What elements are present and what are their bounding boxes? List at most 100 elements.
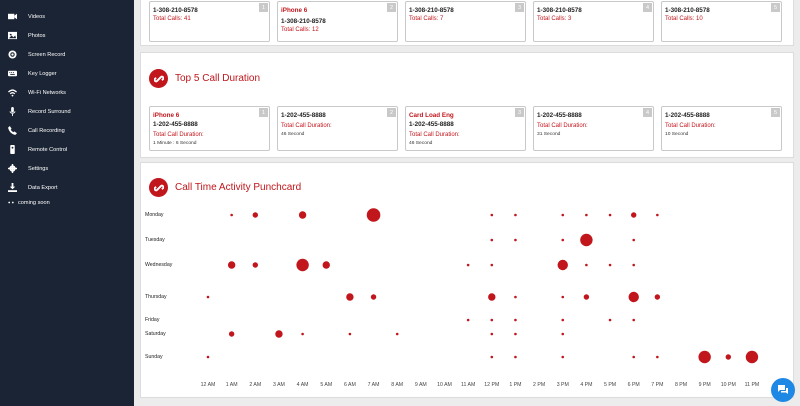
duration-card[interactable]: 2 1-202-455-8888 Total Call Duration: 46… xyxy=(277,106,398,151)
sidebar-item-videos[interactable]: Videos xyxy=(0,7,134,26)
duration-card[interactable]: 5 1-202-455-8888 Total Call Duration: 10… xyxy=(661,106,782,151)
sidebar-item-photos[interactable]: Photos xyxy=(0,26,134,45)
day-label: Monday xyxy=(145,212,164,218)
sidebar-item-data-export[interactable]: Data Export xyxy=(0,178,134,197)
card-line1: iPhone 6 xyxy=(281,7,308,14)
hour-label: 7 PM xyxy=(651,382,664,388)
hour-label: 9 PM xyxy=(698,382,711,388)
sidebar-item-label: Record Surround xyxy=(28,108,71,115)
download-icon xyxy=(8,183,17,192)
hour-label: 12 AM xyxy=(200,382,216,388)
hour-label: 4 PM xyxy=(580,382,593,388)
photo-icon xyxy=(8,31,17,40)
hour-label: 4 AM xyxy=(296,382,309,388)
sidebar-item-call-recording[interactable]: Call Recording xyxy=(0,121,134,140)
duration-label: Total Call Duration: xyxy=(281,123,332,129)
card-line1: 1-308-210-8578 xyxy=(665,7,710,14)
sidebar-item-wifi-networks[interactable]: Wi-Fi Networks xyxy=(0,83,134,102)
sidebar-item-screen-record[interactable]: Screen Record xyxy=(0,45,134,64)
hour-label: 8 AM xyxy=(391,382,404,388)
card-name: Card Load Eng xyxy=(409,112,454,119)
card-line1: 1-308-210-8578 xyxy=(153,7,198,14)
card-number: 1-202-455-8888 xyxy=(281,112,326,119)
hour-label: 8 PM xyxy=(674,382,688,388)
duration-value: 1 Minute : 6 Second xyxy=(153,141,197,146)
hour-label: 6 AM xyxy=(343,382,356,388)
card-stat: Total Calls: 10 xyxy=(665,16,703,22)
hour-label: 11 AM xyxy=(460,382,476,388)
card-rank: 5 xyxy=(771,108,780,117)
top-call-card[interactable]: 3 1-308-210-8578 Total Calls: 7 xyxy=(405,1,526,42)
day-label: Saturday xyxy=(145,331,166,337)
hour-label: 6 PM xyxy=(627,382,640,388)
punchcard-panel xyxy=(140,162,794,398)
sidebar-item-label: Key Logger xyxy=(28,70,57,77)
hour-label: 1 AM xyxy=(225,382,238,388)
card-number: 1-202-455-8888 xyxy=(153,121,198,128)
duration-label: Total Call Duration: xyxy=(153,132,204,138)
sidebar-item-label: Screen Record xyxy=(28,51,66,58)
hour-label: 11 PM xyxy=(744,382,760,388)
sidebar-item-label: Videos xyxy=(28,13,46,20)
phone-icon xyxy=(8,126,17,135)
card-line2: 1-308-210-8578 xyxy=(281,18,326,25)
section-title: Top 5 Call Duration xyxy=(175,73,261,84)
sidebar-item-record-surround[interactable]: Record Surround xyxy=(0,102,134,121)
sidebar-item-key-logger[interactable]: Key Logger xyxy=(0,64,134,83)
sidebar-item-settings[interactable]: Settings xyxy=(0,159,134,178)
chat-button[interactable] xyxy=(771,378,795,402)
link-icon xyxy=(149,69,168,88)
section-title: Call Time Activity Punchcard xyxy=(175,182,302,193)
hour-label: 3 PM xyxy=(556,382,569,388)
duration-card[interactable]: 4 1-202-455-8888 Total Call Duration: 31… xyxy=(533,106,654,151)
hour-label: 5 AM xyxy=(320,382,333,388)
card-rank: 1 xyxy=(259,108,268,117)
video-icon xyxy=(8,12,17,21)
card-stat: Total Calls: 41 xyxy=(153,16,191,22)
sidebar-item-coming-soon: coming soon xyxy=(0,193,134,212)
top-call-card[interactable]: 2 iPhone 6 1-308-210-8578 Total Calls: 1… xyxy=(277,1,398,42)
hour-label: 7 AM xyxy=(367,382,380,388)
card-rank: 2 xyxy=(387,3,396,12)
card-rank: 2 xyxy=(387,108,396,117)
day-label: Friday xyxy=(145,317,160,323)
card-number: 1-202-455-8888 xyxy=(409,121,454,128)
duration-label: Total Call Duration: xyxy=(409,132,460,138)
duration-card[interactable]: 1 iPhone 6 1-202-455-8888 Total Call Dur… xyxy=(149,106,270,151)
keyboard-icon xyxy=(8,69,17,78)
card-stat: Total Calls: 3 xyxy=(537,16,572,22)
wifi-icon xyxy=(8,88,17,97)
top-call-card[interactable]: 5 1-308-210-8578 Total Calls: 10 xyxy=(661,1,782,42)
card-rank: 4 xyxy=(643,108,652,117)
link-icon xyxy=(149,178,168,197)
sidebar-item-label: Wi-Fi Networks xyxy=(28,89,66,96)
card-rank: 5 xyxy=(771,3,780,12)
card-line1: 1-308-210-8578 xyxy=(409,7,454,14)
sidebar-item-label: Data Export xyxy=(28,184,58,191)
top-call-card[interactable]: 1 1-308-210-8578 Total Calls: 41 xyxy=(149,1,270,42)
hour-label: 2 AM xyxy=(249,382,262,388)
sidebar-item-label: coming soon xyxy=(18,199,50,206)
duration-value: 46 Second xyxy=(409,141,433,146)
duration-value: 31 Second xyxy=(537,132,561,137)
duration-card[interactable]: 3 Card Load Eng 1-202-455-8888 Total Cal… xyxy=(405,106,526,151)
hour-label: 10 AM xyxy=(437,382,452,388)
card-stat: Total Calls: 7 xyxy=(409,16,444,22)
top-call-card[interactable]: 4 1-308-210-8578 Total Calls: 3 xyxy=(533,1,654,42)
sidebar-item-label: Settings xyxy=(28,165,49,172)
hour-label: 2 PM xyxy=(533,382,546,388)
ellipsis-icon xyxy=(8,198,14,207)
day-label: Sunday xyxy=(145,354,163,360)
hour-label: 10 PM xyxy=(720,382,736,388)
gear-icon xyxy=(8,164,17,173)
sidebar-item-label: Call Recording xyxy=(28,127,65,134)
card-number: 1-202-455-8888 xyxy=(537,112,582,119)
hour-label: 3 AM xyxy=(273,382,285,388)
duration-label: Total Call Duration: xyxy=(665,123,716,129)
sidebar-item-remote-control[interactable]: Remote Control xyxy=(0,140,134,159)
screen-record-icon xyxy=(8,50,17,59)
hour-label: 5 PM xyxy=(603,382,617,388)
duration-label: Total Call Duration: xyxy=(537,123,588,129)
duration-value: 46 Second xyxy=(281,132,305,137)
sidebar-item-label: Remote Control xyxy=(28,146,68,153)
